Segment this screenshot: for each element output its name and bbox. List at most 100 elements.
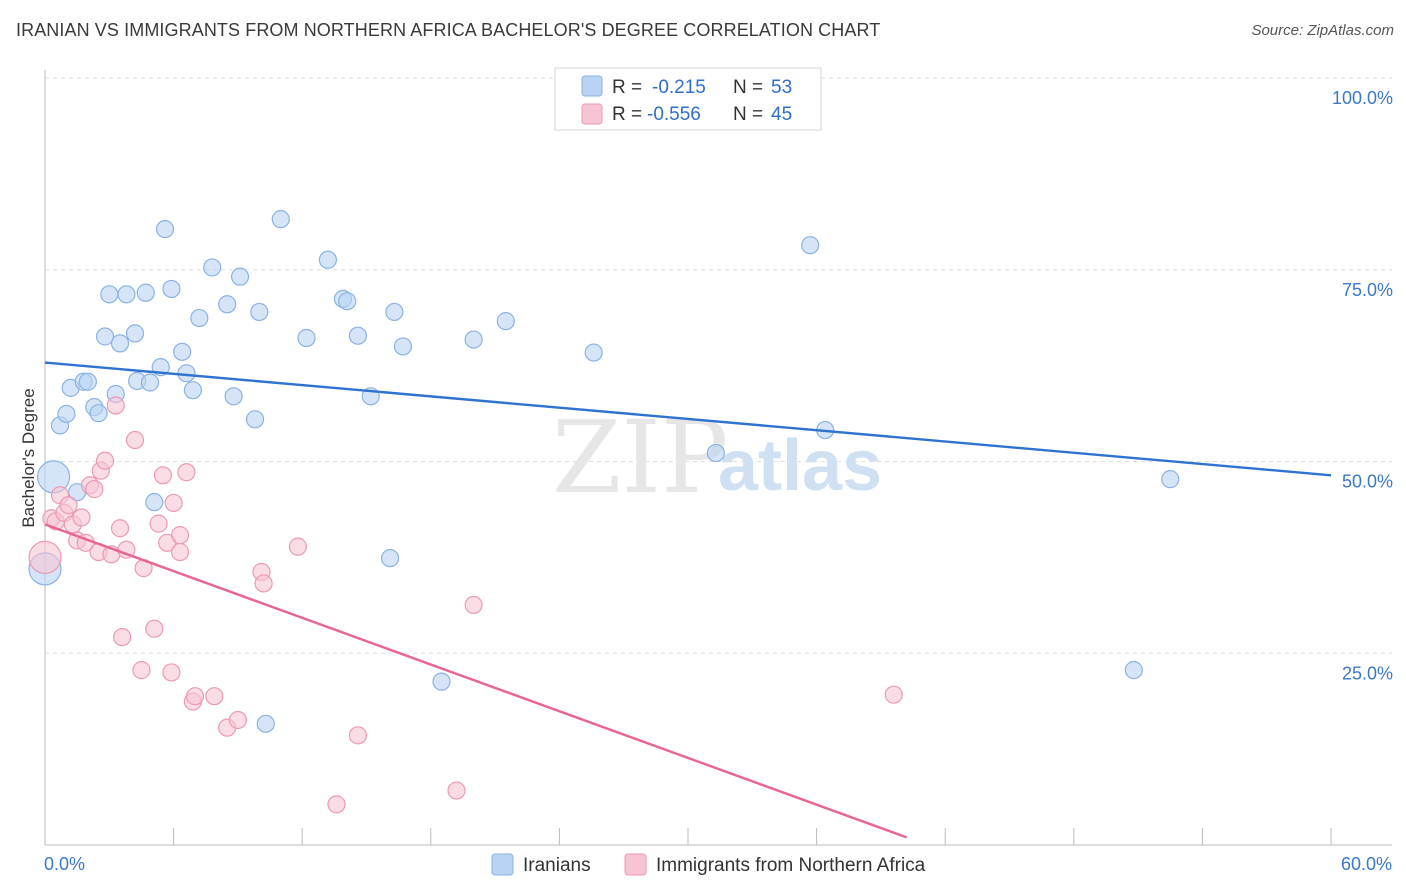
bottom-legend-swatch-naf: [624, 853, 647, 876]
naf-point: [327, 795, 346, 814]
naf-point: [145, 619, 164, 638]
source-label: Source: ZipAtlas.com: [1251, 22, 1394, 39]
naf-point: [72, 508, 91, 527]
iranians-point: [57, 404, 76, 424]
iranians-point: [496, 312, 515, 331]
trend-lines: [44, 361, 1332, 839]
legend-r-value: -0.215: [652, 77, 706, 98]
iranians-point: [297, 328, 316, 348]
iranians-point: [110, 334, 130, 353]
iranians-point: [125, 324, 145, 343]
legend-n-label: N =: [733, 104, 763, 125]
naf-point: [348, 726, 368, 745]
naf-point: [125, 430, 145, 450]
iranians-point: [706, 443, 725, 463]
legend-r-value: -0.556: [647, 104, 701, 125]
bottom-legend-swatch-iranians: [491, 853, 514, 876]
naf-point: [85, 480, 104, 499]
iranians-point: [117, 285, 136, 304]
iranians-point: [218, 295, 237, 314]
iranians-point: [224, 387, 243, 406]
iranians-trend-line: [44, 361, 1332, 477]
naf-point: [95, 451, 115, 470]
iranians-point: [584, 343, 603, 362]
iranians-point: [338, 292, 357, 311]
iranians-point: [230, 267, 250, 286]
y-tick-label: 75.0%: [1342, 280, 1393, 300]
y-tick-labels: 100.0% 75.0% 50.0% 25.0%: [1332, 88, 1393, 683]
legend-n-label: N =: [733, 77, 763, 98]
naf-point: [288, 537, 308, 556]
legend-swatch-iranians: [581, 75, 603, 97]
x-tick-label-left: 0.0%: [44, 854, 85, 874]
y-tick-label: 100.0%: [1332, 88, 1393, 108]
naf-point: [113, 628, 132, 647]
naf-point: [254, 574, 273, 593]
naf-point: [153, 466, 172, 485]
naf-trend-line: [44, 523, 908, 839]
naf-point: [170, 526, 190, 545]
legend-n-value: 45: [771, 104, 792, 125]
naf-point: [228, 710, 247, 730]
iranians-point: [393, 337, 413, 356]
iranians-point: [256, 714, 275, 733]
iranians-point: [464, 330, 483, 349]
series-legend: Iranians Immigrants from Northern Africa: [491, 853, 926, 876]
legend-swatch-naf: [581, 103, 603, 125]
data-points: [28, 210, 1180, 814]
legend-n-value: 53: [771, 77, 792, 98]
gridlines: [45, 77, 1392, 654]
naf-point: [110, 519, 130, 538]
iranians-point: [78, 372, 97, 391]
naf-point: [205, 687, 224, 706]
iranians-point: [100, 285, 119, 304]
iranians-point: [183, 381, 202, 400]
iranians-point: [162, 279, 181, 299]
bottom-legend-label-iranians: Iranians: [523, 855, 591, 876]
iranians-point: [318, 250, 338, 269]
chart-title: IRANIAN VS IMMIGRANTS FROM NORTHERN AFRI…: [16, 20, 881, 40]
y-axis-label: Bachelor's Degree: [19, 388, 38, 527]
naf-point: [447, 781, 466, 800]
iranians-point: [245, 410, 265, 429]
naf-point: [162, 663, 181, 682]
naf-point: [170, 542, 190, 562]
watermark-zip: ZIP: [552, 399, 728, 516]
naf-point: [28, 540, 62, 574]
iranians-point: [1124, 661, 1143, 680]
x-axis-ticks: [44, 828, 1332, 845]
iranians-point: [271, 210, 290, 229]
y-tick-label: 25.0%: [1342, 663, 1393, 683]
iranians-point: [203, 258, 222, 277]
iranians-point: [250, 302, 269, 322]
naf-point: [132, 661, 151, 680]
correlation-legend: R = -0.215 N = 53 R = -0.556 N = 45: [554, 67, 822, 131]
bottom-legend-label-naf: Immigrants from Northern Africa: [656, 855, 926, 876]
iranians-point: [1161, 470, 1180, 489]
naf-point: [185, 687, 205, 706]
naf-point: [884, 685, 903, 704]
x-tick-label-right: 60.0%: [1341, 854, 1392, 874]
iranians-point: [140, 373, 160, 392]
legend-r-label: R =: [612, 77, 642, 98]
iranians-point: [190, 308, 209, 328]
iranians-point: [348, 326, 368, 345]
iranians-point: [155, 219, 175, 239]
iranians-point: [801, 236, 820, 255]
y-tick-label: 50.0%: [1342, 472, 1393, 492]
iranians-point: [432, 672, 451, 691]
iranians-point: [385, 302, 404, 322]
iranians-point: [145, 493, 164, 512]
naf-point: [106, 396, 125, 415]
iranians-point: [173, 342, 192, 361]
naf-point: [164, 493, 183, 513]
iranians-point: [380, 549, 400, 568]
iranians-point: [95, 327, 115, 346]
naf-point: [177, 463, 196, 482]
iranians-point: [89, 404, 108, 423]
iranians-point: [136, 283, 155, 302]
legend-r-label: R =: [612, 104, 642, 125]
naf-point: [149, 514, 168, 533]
naf-point: [59, 496, 78, 515]
